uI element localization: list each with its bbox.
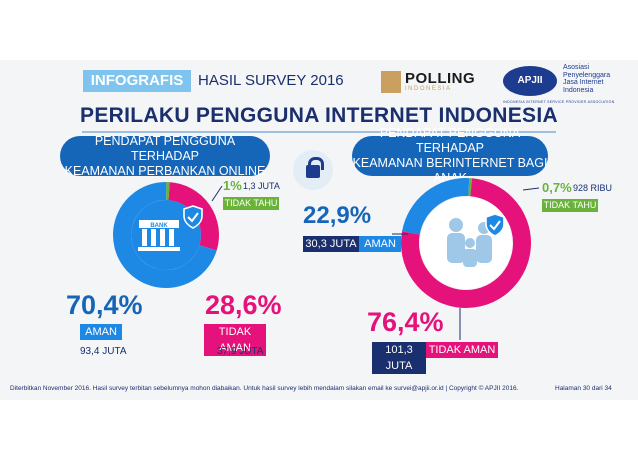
left-aman-count: 93,4 JUTA: [80, 346, 127, 357]
left-tidak-aman-percent: 28,6%: [205, 290, 282, 320]
right-aman-label: AMAN: [359, 236, 401, 252]
left-banner-line2: KEAMANAN PERBANKAN ONLINE: [64, 163, 266, 178]
left-tidak-tahu-count: 1,3 JUTA: [243, 181, 280, 191]
left-slice-aman: [113, 181, 217, 288]
left-tidak-tahu-percent: 1%: [223, 178, 242, 193]
title-divider: [82, 131, 556, 133]
bank-icon: [138, 220, 180, 251]
polling-logo-mark-icon: [381, 71, 401, 93]
apjii-logo-mark: APJII: [503, 66, 557, 96]
polling-indonesia-logo: POLLING INDONESIA: [381, 70, 476, 93]
right-aman-count: 30,3 JUTA: [303, 236, 359, 252]
infographic-background: [0, 60, 638, 400]
polling-logo-text: POLLING: [405, 70, 476, 87]
left-banner-line1: PENDAPAT PENGGUNA TERHADAP: [94, 133, 236, 163]
bank-icon-label: BANK: [150, 223, 168, 229]
right-slice-aman: [402, 178, 470, 235]
right-tidak-tahu-label: TIDAK TAHU: [542, 199, 598, 212]
right-tidak-aman-label: TIDAK AMAN: [426, 342, 498, 358]
apjii-description: Asosiasi Penyelenggara Jasa Internet Ind…: [563, 64, 611, 94]
page-title: PERILAKU PENGGUNA INTERNET INDONESIA: [80, 104, 558, 127]
lock-body-icon: [306, 165, 320, 178]
family-shield-check-icon: [485, 213, 505, 237]
family-icon: [447, 218, 492, 267]
right-tidak-tahu-count: 928 RIBU: [573, 183, 613, 193]
right-tidak-tahu-percent: 0,7%: [542, 180, 572, 195]
right-slice-tidak-aman: [401, 178, 531, 308]
polling-logo-subtext: INDONESIA: [405, 86, 452, 92]
apjii-tagline: INDONESIA INTERNET SERVICE PROVIDER ASSO…: [503, 100, 615, 104]
left-aman-label: AMAN: [80, 324, 122, 340]
left-tidak-tahu-leader: [211, 185, 223, 202]
page-number: Halaman 30 dari 34: [555, 385, 612, 392]
left-tidak-aman-count: 37,9 JUTA: [217, 346, 264, 357]
shield-check-icon: [183, 205, 203, 229]
right-tidak-aman-percent: 76,4%: [367, 307, 444, 337]
right-aman-percent: 22,9%: [303, 202, 372, 229]
left-aman-percent: 70,4%: [66, 290, 143, 320]
apjii-logo: APJII Asosiasi Penyelenggara Jasa Intern…: [503, 64, 614, 104]
left-donut-chart: [113, 181, 219, 288]
right-banner-line1: PENDAPAT PENGGUNA TERHADAP: [379, 126, 521, 155]
right-tidak-aman-count: 101,3 JUTA: [372, 342, 426, 374]
right-tidak-tahu-leader: [522, 187, 540, 191]
lock-shackle-icon: [308, 157, 324, 170]
left-tidak-aman-label: TIDAK AMAN: [204, 324, 266, 356]
footer-note: Diterbitkan November 2016. Hasil survey …: [10, 385, 519, 392]
left-tidak-tahu-label: TIDAK TAHU: [223, 197, 279, 210]
left-panel-banner: PENDAPAT PENGGUNA TERHADAP KEAMANAN PERB…: [60, 133, 270, 178]
right-panel-banner: PENDAPAT PENGGUNA TERHADAP KEAMANAN BERI…: [352, 126, 548, 185]
survey-year-subtitle: HASIL SURVEY 2016: [198, 72, 344, 89]
infografis-tag: INFOGRAFIS: [83, 70, 191, 92]
